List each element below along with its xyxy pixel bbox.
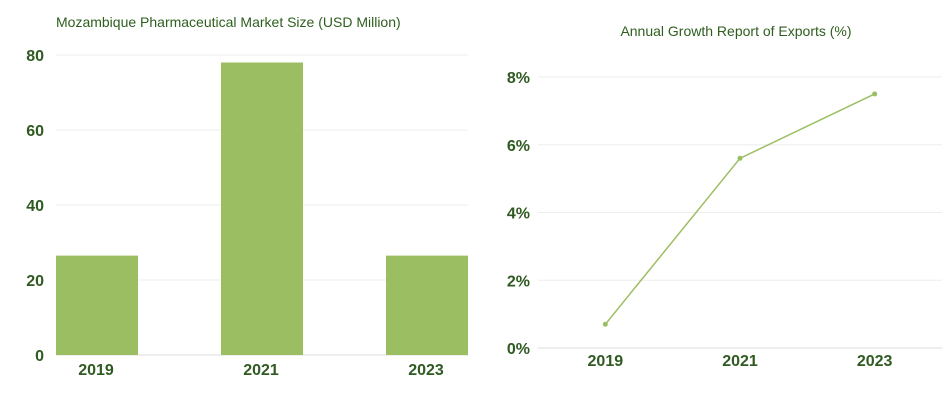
export-growth-title: Annual Growth Report of Exports (%) [620,23,851,39]
export-growth-y-tick: 8% [507,70,530,87]
export-growth-y-tick: 2% [507,273,530,290]
export-growth-point [872,91,878,97]
export-growth-point [737,155,743,161]
market-size-x-tick: 2021 [243,362,279,379]
market-size-y-tick: 60 [26,123,44,140]
export-growth-x-tick: 2019 [588,353,624,370]
market-size-y-tick: 20 [26,273,44,290]
export-growth-line [602,91,878,327]
market-size-x-tick: 2019 [78,362,114,379]
export-growth-x-tick: 2021 [722,353,758,370]
export-growth-point [602,321,608,327]
market-size-bar [386,255,468,355]
market-size-x-tick: 2023 [408,362,444,379]
export-growth-series-line [604,93,875,325]
export-growth-gridlines [538,76,942,349]
export-growth-chart: Annual Growth Report of Exports (%) 0% 2%… [507,23,942,370]
export-growth-y-tick: 4% [507,206,530,223]
market-size-bar [221,62,303,355]
export-growth-y-tick: 0% [507,341,530,358]
market-size-title: Mozambique Pharmaceutical Market Size (U… [56,14,401,30]
export-growth-x-ticks: 2019 2021 2023 [588,353,893,370]
market-size-bar [56,255,138,355]
market-size-x-ticks: 2019 2021 2023 [78,362,444,379]
export-growth-x-tick: 2023 [857,353,893,370]
export-growth-y-ticks: 0% 2% 4% 6% 8% [507,70,530,358]
export-growth-y-tick: 6% [507,138,530,155]
market-size-y-tick: 80 [26,48,44,65]
market-size-chart: Mozambique Pharmaceutical Market Size (U… [26,14,468,379]
market-size-y-ticks: 0 20 40 60 80 [26,48,44,365]
market-size-y-tick: 40 [26,198,44,215]
market-size-bars [56,62,468,355]
market-size-y-tick: 0 [35,348,44,365]
